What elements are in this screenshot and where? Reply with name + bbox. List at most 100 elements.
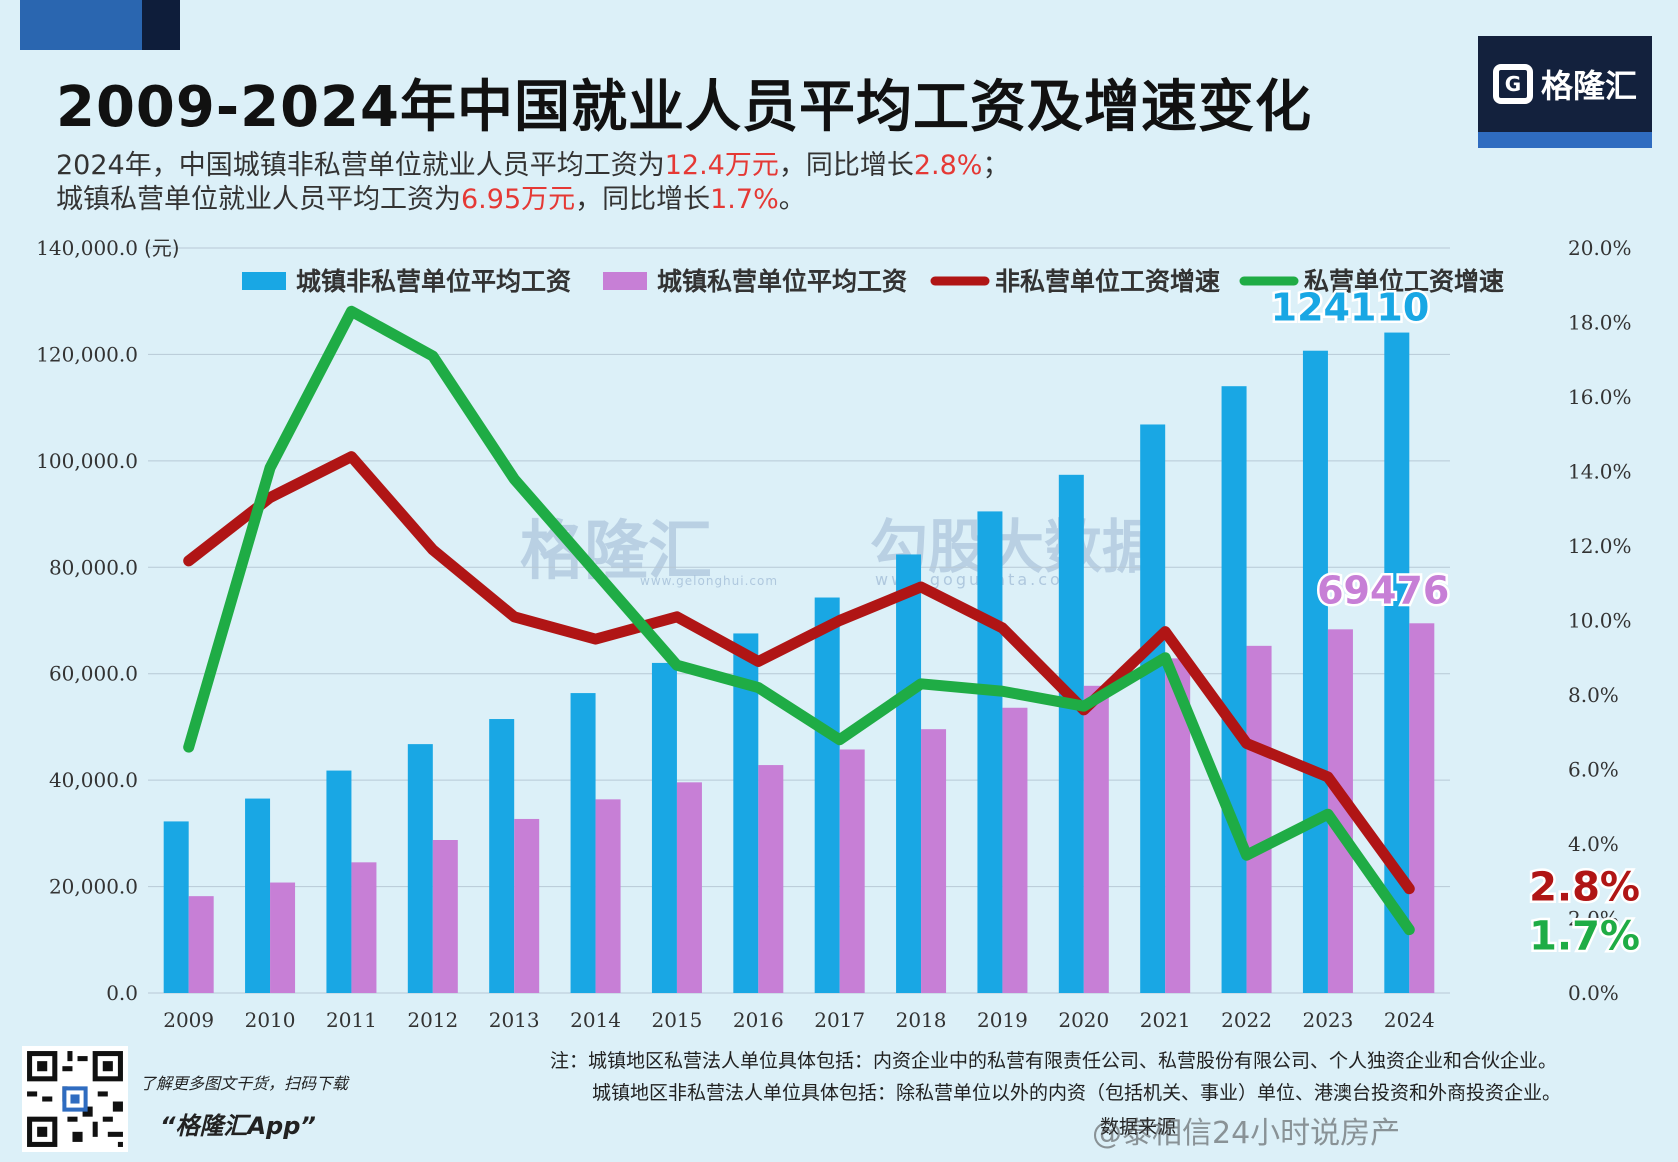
subtitle-highlight: 2.8% (913, 150, 983, 181)
x-tick-label: 2023 (1302, 1008, 1353, 1032)
y-left-tick-label: 140,000.0 (36, 236, 138, 260)
subtitle-text: ； (982, 150, 1010, 181)
y-left-tick-label: 60,000.0 (49, 662, 138, 686)
bar-private (758, 765, 784, 993)
y-left-tick-label: 40,000.0 (49, 768, 138, 792)
y-right-tick-label: 16.0% (1568, 385, 1632, 409)
y-right-tick-label: 6.0% (1568, 758, 1619, 782)
y-left-tick-label: 100,000.0 (36, 449, 138, 473)
bar-private (514, 818, 540, 993)
legend-item-private-swatch (603, 272, 647, 290)
subtitle-highlight: 12.4万元 (664, 150, 779, 181)
bar-nonprivate (1140, 424, 1166, 993)
bar-private (432, 839, 458, 993)
data-label: 2.8% (1529, 865, 1640, 911)
subtitle-text: ，同比增长 (575, 184, 711, 215)
y-right-tick-label: 14.0% (1568, 460, 1632, 484)
bar-private (270, 882, 296, 993)
bar-private (839, 749, 865, 993)
legend-item-private-label: 城镇私营单位平均工资 (657, 267, 907, 296)
data-label: 124110 (1271, 286, 1430, 330)
y-left-tick-label: 20,000.0 (49, 875, 138, 899)
x-tick-label: 2016 (733, 1008, 784, 1032)
x-tick-label: 2010 (245, 1008, 296, 1032)
bar-nonprivate (407, 744, 433, 993)
y-right-tick-label: 2.0% (1568, 907, 1619, 931)
subtitle-text: ，同比增长 (778, 150, 914, 181)
y-left-tick-label: 120,000.0 (36, 342, 138, 366)
qr-code[interactable] (22, 1046, 128, 1152)
subtitle-text: 。 (778, 184, 806, 215)
y-left-unit: (元) (144, 236, 180, 260)
bar-nonprivate (326, 770, 352, 993)
footer-note-1: 注：城镇地区私营法人单位具体包括：内资企业中的私营有限责任公司、私营股份有限公司… (550, 1050, 1558, 1072)
legend-item-nonprivate-swatch (242, 272, 286, 290)
y-left-tick-label: 80,000.0 (49, 555, 138, 579)
logo-icon: G (1492, 64, 1533, 104)
bar-nonprivate (896, 554, 922, 993)
bar-private (1083, 685, 1109, 993)
y-right-tick-label: 12.0% (1568, 534, 1632, 558)
bar-private (1002, 707, 1028, 993)
bar-private (595, 799, 621, 993)
footer-source: 数据来源 (1100, 1116, 1177, 1138)
data-label: 1.7% (1529, 914, 1640, 960)
x-tick-label: 2012 (407, 1008, 458, 1032)
app-name: “格隆汇App” (160, 1112, 316, 1140)
subtitle-line-2: 城镇私营单位就业人员平均工资为6.95万元，同比增长1.7%。 (56, 177, 806, 216)
x-tick-label: 2015 (651, 1008, 702, 1032)
bar-nonprivate (1221, 386, 1247, 993)
chart-legend: 城镇非私营单位平均工资 城镇私营单位平均工资 非私营单位工资增速 私营单位工资增速 (242, 267, 1504, 296)
bar-nonprivate (163, 821, 189, 993)
bar-nonprivate (651, 662, 677, 993)
footer-note-2: 城镇地区非私营法人单位具体包括：除私营单位以外的内资（包括机关、事业）单位、港澳… (592, 1082, 1562, 1104)
line-private-growth (183, 305, 1415, 936)
subtitle-line-1: 2024年，中国城镇非私营单位就业人员平均工资为12.4万元，同比增长2.8%； (56, 143, 1009, 182)
x-tick-label: 2021 (1140, 1008, 1191, 1032)
y-right-tick-label: 0.0% (1568, 981, 1619, 1005)
watermark-url: www.gelonghui.com (640, 574, 779, 588)
chart-bars (163, 332, 1435, 994)
y-right-tick-label: 8.0% (1568, 683, 1619, 707)
weibo-watermark: @泰相信24小时说房产 (1092, 1116, 1401, 1151)
subtitle-text: 2024年，中国城镇非私营单位就业人员平均工资为 (56, 150, 665, 181)
y-right-tick-label: 18.0% (1568, 311, 1632, 335)
data-label: 69476 (1317, 568, 1449, 612)
bar-nonprivate (1058, 474, 1084, 994)
bar-private (1409, 623, 1435, 993)
x-tick-label: 2017 (814, 1008, 865, 1032)
y-right-tick-label: 20.0% (1568, 236, 1632, 260)
legend-item-nonprivate-label: 城镇非私营单位平均工资 (296, 267, 571, 296)
legend-item-nonprivate-growth-label: 非私营单位工资增速 (995, 267, 1220, 296)
bar-nonprivate (977, 511, 1003, 993)
subtitle-highlight: 1.7% (710, 184, 779, 215)
y-right-tick-label: 10.0% (1568, 609, 1632, 633)
bar-private (921, 729, 947, 993)
y-left-tick-label: 0.0 (106, 981, 138, 1005)
brand-logo: G 格隆汇 (1478, 36, 1652, 148)
bar-nonprivate (814, 597, 840, 993)
x-tick-label: 2019 (977, 1008, 1028, 1032)
chart-axes: 0.0 20,000.0 40,000.0 60,000.0 80,000.0 100,0… (36, 236, 1631, 1032)
bar-private (188, 896, 214, 993)
chart-annotations: 124110 69476 2.8%1.7% (1268, 283, 1642, 962)
bar-private (676, 782, 702, 993)
subtitle-text: 城镇私营单位就业人员平均工资为 (56, 184, 461, 215)
y-right-tick-label: 4.0% (1568, 832, 1619, 856)
subtitle-highlight: 6.95万元 (461, 184, 576, 215)
qr-caption: 了解更多图文干货，扫码下载 (140, 1074, 349, 1093)
bar-private (351, 862, 377, 993)
legend-item-private-growth-label: 私营单位工资增速 (1304, 267, 1504, 296)
x-tick-label: 2009 (163, 1008, 214, 1032)
corner-decoration (20, 0, 142, 50)
bar-nonprivate (570, 693, 596, 993)
logo-text: 格隆汇 (1540, 67, 1637, 105)
bar-nonprivate (1302, 350, 1328, 993)
bar-nonprivate (245, 798, 271, 993)
bar-nonprivate (733, 633, 759, 993)
page-title: 2009-2024年中国就业人员平均工资及增速变化 (56, 75, 1312, 140)
x-tick-label: 2014 (570, 1008, 621, 1032)
bar-nonprivate (489, 719, 515, 993)
chart-lines (183, 305, 1415, 936)
